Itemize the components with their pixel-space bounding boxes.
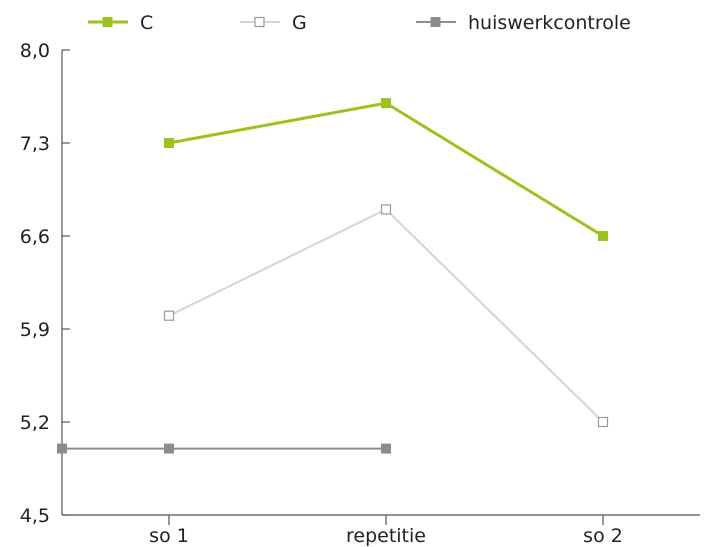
data-point [163, 310, 175, 321]
series-layer [57, 98, 609, 454]
data-point [381, 443, 391, 454]
legend-marker [102, 17, 113, 27]
data-point [597, 416, 609, 428]
series-line [168, 208, 604, 423]
y-tick-label: 5,2 [20, 412, 50, 434]
series-0 [164, 98, 608, 241]
y-tick-label: 5,9 [20, 319, 50, 341]
x-tick-label: so 1 [149, 525, 189, 547]
legend-label: huiswerkcontrole [468, 12, 631, 34]
series-2 [57, 443, 391, 454]
legend-label: G [292, 12, 307, 34]
y-tick-label: 4,5 [20, 505, 50, 527]
series-line [168, 101, 604, 238]
data-point [381, 98, 391, 109]
y-tick-label: 8,0 [20, 40, 50, 62]
legend-marker [254, 16, 265, 28]
x-tick-label: so 2 [583, 525, 623, 547]
legend-marker [430, 17, 441, 27]
y-tick-label: 7,3 [20, 133, 50, 155]
series-1 [163, 204, 609, 428]
data-point [164, 138, 174, 148]
data-point [164, 443, 174, 454]
x-tick-label: repetitie [346, 525, 426, 547]
data-point [598, 231, 608, 241]
axes: 4,5 5,2 5,9 6,6 7,3 8,0 so 1 repetitie so 2 [20, 40, 700, 547]
data-point [57, 443, 67, 454]
data-point [380, 204, 392, 215]
y-tick-label: 6,6 [20, 226, 50, 248]
legend-label: C [140, 12, 153, 34]
